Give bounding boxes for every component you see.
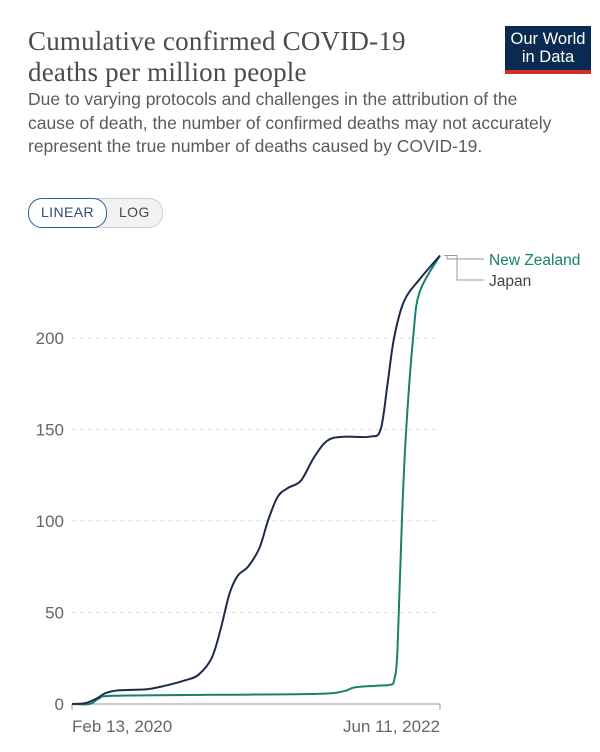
linear-scale-button[interactable]: LINEAR xyxy=(28,198,107,228)
y-tick-label-50: 50 xyxy=(45,603,64,622)
series-line-new-zealand xyxy=(71,255,441,706)
legend-connector-new-zealand xyxy=(444,254,484,260)
logo-line-2: in Data xyxy=(521,48,575,66)
y-tick-label-100: 100 xyxy=(36,512,64,531)
title-line-1: Cumulative confirmed COVID-19 xyxy=(28,26,406,56)
legend-connector-japan xyxy=(444,254,484,281)
x-tick-label-end: Jun 11, 2022 xyxy=(343,717,440,736)
legend-label-new-zealand: New Zealand xyxy=(489,252,580,269)
scale-toggle: LINEAR LOG xyxy=(28,198,163,228)
chart-subtitle: Due to varying protocols and challenges … xyxy=(28,89,552,156)
x-tick-label-start: Feb 13, 2020 xyxy=(72,717,172,736)
owid-logo[interactable]: Our World in Data xyxy=(505,26,591,74)
legend-label-japan: Japan xyxy=(489,273,531,290)
y-tick-label-200: 200 xyxy=(36,329,64,348)
chart-title: Cumulative confirmed COVID-19 deaths per… xyxy=(28,26,488,88)
y-tick-label-0: 0 xyxy=(55,695,64,714)
logo-line-1: Our World xyxy=(510,30,586,48)
log-scale-button[interactable]: LOG xyxy=(118,204,150,220)
title-line-2: deaths per million people xyxy=(28,57,307,87)
y-tick-label-150: 150 xyxy=(36,420,64,439)
series-line-japan xyxy=(71,254,441,705)
